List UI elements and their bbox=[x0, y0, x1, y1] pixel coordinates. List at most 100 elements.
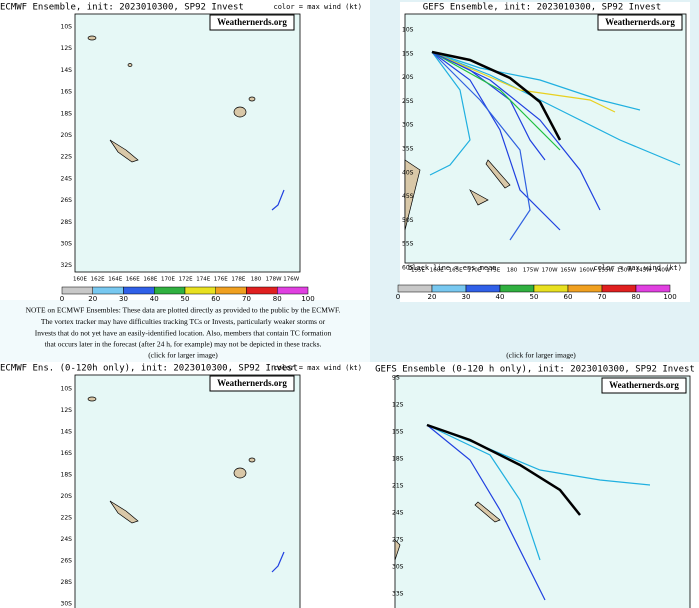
click-link[interactable]: (click for larger image) bbox=[148, 351, 218, 360]
lat-label: 14S bbox=[61, 67, 73, 74]
lat-label: 18S bbox=[392, 456, 404, 463]
colorbar-tick: 50 bbox=[181, 295, 190, 303]
lon-label: 175W bbox=[523, 268, 539, 274]
lat-label: 45S bbox=[402, 193, 414, 200]
lon-label: 160E bbox=[73, 277, 87, 283]
colorbar-tick: 70 bbox=[242, 295, 251, 303]
panel-title: GEFS Ensemble (0-120 h only), init: 2023… bbox=[375, 365, 695, 375]
colorbar-segment bbox=[61, 286, 93, 295]
lon-label: 140W bbox=[654, 268, 670, 274]
lat-label: 25S bbox=[402, 98, 414, 105]
panel-title: ECMWF Ensemble, init: 2023010300, SP92 I… bbox=[0, 3, 244, 13]
lon-label: 155W bbox=[598, 268, 614, 274]
map bbox=[74, 374, 301, 608]
lon-label: 170E bbox=[161, 277, 175, 283]
click-link[interactable]: (click for larger image) bbox=[506, 351, 576, 360]
lat-label: 24S bbox=[61, 175, 73, 182]
note-line: NOTE on ECMWF Ensembles: These data are … bbox=[26, 306, 341, 315]
badge: Weathernerds.org bbox=[217, 378, 287, 388]
colorbar-segment bbox=[277, 286, 309, 295]
lat-label: 12S bbox=[392, 402, 404, 409]
lon-label: 165W bbox=[560, 268, 576, 274]
lon-label: 170E bbox=[467, 268, 481, 274]
lat-label: 14S bbox=[61, 429, 73, 436]
colorbar-tick: 20 bbox=[428, 293, 437, 301]
lat-label: 10S bbox=[402, 27, 414, 34]
lat-label: 10S bbox=[61, 24, 73, 31]
lat-label: 60S bbox=[402, 265, 414, 272]
color-note: color = max wind (kt) bbox=[273, 3, 362, 11]
lon-label: 180 bbox=[507, 268, 518, 274]
lon-label: 174E bbox=[196, 277, 210, 283]
colorbar-segment bbox=[397, 284, 433, 293]
lat-label: 12S bbox=[61, 407, 73, 414]
colorbar-segment bbox=[499, 284, 535, 293]
lat-label: 26S bbox=[61, 197, 73, 204]
track bbox=[271, 551, 285, 573]
colorbar-tick: 50 bbox=[530, 293, 539, 301]
lat-label: 55S bbox=[402, 241, 414, 248]
colorbar-segment bbox=[154, 286, 186, 295]
colorbar-tick: 40 bbox=[496, 293, 505, 301]
lon-label: 160E bbox=[430, 268, 444, 274]
lat-label: 24S bbox=[392, 510, 404, 517]
colorbar-tick: 30 bbox=[462, 293, 471, 301]
panel-title: ECMWF Ens. (0-120h only), init: 20230103… bbox=[0, 364, 298, 374]
lon-label: 178E bbox=[231, 277, 245, 283]
colorbar-tick: 40 bbox=[150, 295, 159, 303]
tracks bbox=[426, 50, 681, 601]
badge-box bbox=[209, 14, 295, 31]
map bbox=[394, 375, 691, 608]
colorbar-segment bbox=[601, 284, 637, 293]
panel-title: GEFS Ensemble, init: 2023010300, SP92 In… bbox=[423, 3, 661, 13]
lon-label: 155E bbox=[411, 268, 425, 274]
lat-label: 50S bbox=[402, 217, 414, 224]
lat-label: 15S bbox=[392, 429, 404, 436]
lon-label: 162E bbox=[91, 277, 105, 283]
lat-label: 12S bbox=[61, 45, 73, 52]
land bbox=[87, 35, 511, 561]
colorbar-tick: 30 bbox=[119, 295, 128, 303]
colorbar-tick: 80 bbox=[632, 293, 641, 301]
lon-label: 180 bbox=[251, 277, 262, 283]
lat-label: 33S bbox=[392, 591, 404, 598]
lon-label: 145W bbox=[636, 268, 652, 274]
lat-label: 16S bbox=[61, 89, 73, 96]
note-line: that occurs later in the forecast (after… bbox=[45, 340, 322, 349]
note-line: Invests that do not yet have an easily-i… bbox=[35, 328, 332, 337]
track bbox=[271, 189, 285, 211]
colorbar-tick: 100 bbox=[663, 293, 676, 301]
colorbar-segment bbox=[465, 284, 501, 293]
colorbar-segment bbox=[184, 286, 216, 295]
color-note: color = max wind (kt) bbox=[593, 264, 682, 272]
lat-label: 30S bbox=[402, 122, 414, 129]
lon-label: 170W bbox=[542, 268, 558, 274]
badge-box bbox=[601, 377, 687, 394]
lon-label: 176W bbox=[283, 277, 299, 283]
lat-label: 22S bbox=[61, 154, 73, 161]
lat-label: 27S bbox=[392, 537, 404, 544]
lat-label: 20S bbox=[61, 132, 73, 139]
lon-label: 164E bbox=[108, 277, 122, 283]
lat-label: 30S bbox=[392, 564, 404, 571]
lat-label: 32S bbox=[61, 262, 73, 269]
colorbar-tick: 0 bbox=[60, 295, 64, 303]
lat-label: 35S bbox=[402, 146, 414, 153]
lat-label: 28S bbox=[61, 219, 73, 226]
lat-label: 28S bbox=[61, 579, 73, 586]
lat-label: 20S bbox=[402, 74, 414, 81]
lon-label: 176E bbox=[214, 277, 228, 283]
map bbox=[74, 13, 301, 273]
lat-label: 10S bbox=[61, 386, 73, 393]
lon-label: 178W bbox=[266, 277, 282, 283]
map bbox=[404, 13, 687, 264]
lat-label: 22S bbox=[61, 515, 73, 522]
lon-label: 160W bbox=[579, 268, 595, 274]
lon-label: 165E bbox=[449, 268, 463, 274]
colorbar-tick: 80 bbox=[273, 295, 282, 303]
colorbar-segment bbox=[123, 286, 155, 295]
lat-label: 24S bbox=[61, 536, 73, 543]
note-backdrop bbox=[0, 300, 370, 362]
